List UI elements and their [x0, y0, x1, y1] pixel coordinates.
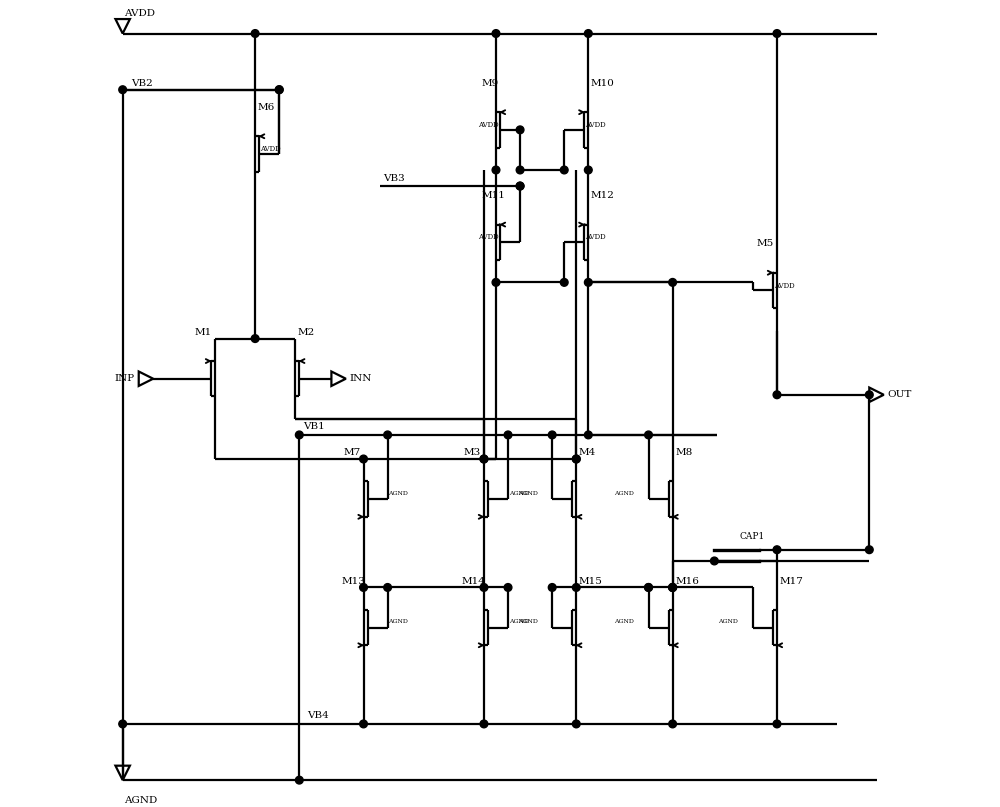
Circle shape: [516, 126, 524, 134]
Text: M7: M7: [343, 448, 361, 457]
Text: M14: M14: [461, 576, 485, 586]
Circle shape: [251, 335, 259, 342]
Text: M4: M4: [579, 448, 596, 457]
Text: AVDD: AVDD: [774, 282, 795, 290]
Text: VB3: VB3: [384, 174, 405, 182]
Text: AVDD: AVDD: [478, 121, 499, 129]
Text: AGND: AGND: [509, 491, 529, 496]
Text: VB1: VB1: [303, 422, 325, 432]
Text: M11: M11: [482, 191, 505, 200]
Circle shape: [645, 431, 652, 439]
Circle shape: [384, 583, 391, 592]
Text: INP: INP: [115, 374, 135, 383]
Circle shape: [295, 776, 303, 784]
Circle shape: [516, 166, 524, 174]
Circle shape: [504, 431, 512, 439]
Circle shape: [865, 391, 873, 399]
Circle shape: [275, 86, 283, 94]
Text: AVDD: AVDD: [586, 233, 606, 241]
Text: M16: M16: [675, 576, 699, 586]
Text: M3: M3: [464, 448, 481, 457]
Text: AVDD: AVDD: [586, 121, 606, 129]
Circle shape: [516, 182, 524, 190]
Circle shape: [572, 720, 580, 728]
Circle shape: [669, 583, 676, 592]
Text: AGND: AGND: [718, 620, 738, 625]
Circle shape: [119, 720, 127, 728]
Circle shape: [584, 278, 592, 286]
Circle shape: [584, 431, 592, 439]
Circle shape: [560, 166, 568, 174]
Circle shape: [645, 583, 652, 592]
Text: M1: M1: [195, 328, 212, 337]
Circle shape: [360, 583, 367, 592]
Text: M6: M6: [258, 102, 275, 112]
Text: M12: M12: [591, 191, 615, 200]
Circle shape: [384, 431, 391, 439]
Circle shape: [480, 455, 488, 463]
Circle shape: [548, 431, 556, 439]
Text: AGND: AGND: [509, 620, 529, 625]
Circle shape: [251, 30, 259, 37]
Text: AVDD: AVDD: [478, 233, 499, 241]
Text: M2: M2: [298, 328, 315, 337]
Circle shape: [669, 720, 676, 728]
Text: M8: M8: [675, 448, 692, 457]
Circle shape: [275, 86, 283, 94]
Text: INN: INN: [349, 374, 371, 383]
Circle shape: [572, 583, 580, 592]
Text: M17: M17: [779, 576, 803, 586]
Circle shape: [548, 583, 556, 592]
Text: CAP1: CAP1: [739, 533, 764, 541]
Circle shape: [360, 455, 367, 463]
Circle shape: [480, 720, 488, 728]
Text: AGND: AGND: [614, 620, 634, 625]
Circle shape: [865, 546, 873, 554]
Circle shape: [773, 546, 781, 554]
Text: AGND: AGND: [518, 491, 538, 496]
Text: M10: M10: [591, 79, 615, 88]
Circle shape: [711, 557, 718, 565]
Circle shape: [560, 278, 568, 286]
Circle shape: [669, 583, 676, 592]
Text: AVDD: AVDD: [260, 145, 281, 153]
Circle shape: [773, 391, 781, 399]
Text: AGND: AGND: [388, 491, 408, 496]
Text: AGND: AGND: [614, 491, 634, 496]
Text: VB4: VB4: [307, 712, 329, 721]
Circle shape: [504, 583, 512, 592]
Circle shape: [572, 455, 580, 463]
Circle shape: [669, 583, 676, 592]
Text: AVDD: AVDD: [124, 9, 155, 18]
Text: M15: M15: [579, 576, 603, 586]
Circle shape: [295, 431, 303, 439]
Circle shape: [572, 455, 580, 463]
Circle shape: [773, 720, 781, 728]
Text: AGND: AGND: [388, 620, 408, 625]
Text: M9: M9: [482, 79, 499, 88]
Circle shape: [119, 86, 127, 94]
Circle shape: [492, 166, 500, 174]
Circle shape: [480, 583, 488, 592]
Text: VB2: VB2: [131, 79, 152, 88]
Circle shape: [480, 455, 488, 463]
Circle shape: [645, 583, 652, 592]
Circle shape: [584, 166, 592, 174]
Text: AGND: AGND: [518, 620, 538, 625]
Circle shape: [492, 30, 500, 37]
Circle shape: [669, 278, 676, 286]
Circle shape: [492, 278, 500, 286]
Text: M5: M5: [757, 240, 774, 249]
Text: OUT: OUT: [887, 391, 911, 399]
Circle shape: [773, 30, 781, 37]
Text: AGND: AGND: [124, 796, 158, 805]
Circle shape: [360, 720, 367, 728]
Text: M13: M13: [341, 576, 365, 586]
Circle shape: [584, 30, 592, 37]
Circle shape: [516, 182, 524, 190]
